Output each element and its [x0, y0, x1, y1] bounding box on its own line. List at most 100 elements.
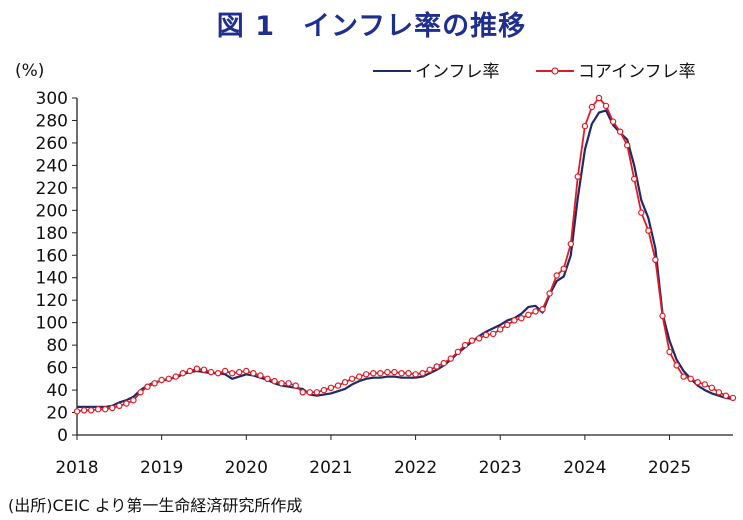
series-point-1 [172, 373, 179, 380]
y-tick-label: 80 [46, 336, 68, 356]
series-point-1 [666, 348, 673, 356]
series-point-1 [722, 392, 730, 399]
series-point-1 [214, 370, 222, 377]
series-point-1 [94, 406, 102, 413]
x-tick-label: 2019 [140, 458, 183, 478]
x-tick-label: 2023 [479, 458, 522, 478]
series-point-1 [299, 389, 306, 396]
series-point-1 [602, 102, 610, 110]
series-point-1 [497, 326, 504, 333]
series-point-1 [659, 312, 666, 320]
legend-marker-1 [551, 67, 559, 75]
x-tick-label: 2022 [394, 458, 437, 478]
series-point-1 [433, 363, 440, 370]
series-point-1 [271, 377, 278, 385]
series-lines [73, 94, 737, 415]
series-point-1 [553, 272, 560, 279]
series-point-1 [447, 355, 454, 362]
series-point-1 [313, 389, 320, 396]
series-point-1 [235, 368, 243, 376]
y-axis-unit-label: (%) [15, 61, 45, 81]
series-point-1 [482, 331, 490, 339]
series-point-1 [475, 335, 483, 342]
series-point-1 [673, 362, 680, 369]
series-point-1 [715, 389, 723, 396]
series-point-1 [419, 370, 426, 377]
x-tick-label: 2020 [225, 458, 268, 478]
y-tick-label: 0 [57, 426, 68, 446]
series-point-1 [264, 375, 271, 382]
series-point-1 [306, 389, 313, 396]
series-point-1 [694, 379, 701, 386]
series-point-1 [532, 308, 539, 315]
y-tick-label: 240 [36, 156, 68, 176]
series-point-1 [292, 382, 299, 389]
series-point-1 [87, 407, 95, 414]
series-point-1 [137, 389, 144, 396]
series-point-1 [687, 375, 694, 382]
series-point-1 [327, 384, 335, 391]
series-point-1 [652, 256, 659, 263]
y-tick-label: 220 [36, 179, 68, 199]
series-point-1 [581, 122, 589, 130]
series-point-1 [151, 380, 158, 387]
series-point-1 [701, 381, 709, 388]
series-line-0 [77, 109, 734, 408]
x-tick-label: 2021 [309, 458, 352, 478]
series-point-1 [616, 128, 624, 135]
series-point-1 [158, 376, 165, 384]
y-tick-label: 120 [36, 291, 68, 311]
series-point-1 [165, 375, 172, 382]
legend: インフレ率 コアインフレ率 [373, 62, 696, 82]
series-point-1 [101, 406, 109, 413]
series-point-1 [539, 306, 546, 313]
series-point-1 [207, 368, 215, 376]
series-point-1 [440, 359, 447, 367]
series-point-1 [348, 375, 356, 382]
series-point-1 [560, 265, 567, 272]
x-tick-labels: 2018 2019 2020 2021 2022 2023 2024 2025 [55, 458, 691, 478]
series-point-1 [200, 366, 208, 373]
series-point-1 [257, 372, 264, 379]
y-tick-label: 100 [36, 314, 68, 334]
series-point-1 [356, 373, 363, 380]
series-point-1 [278, 380, 285, 387]
legend-label-0: インフレ率 [415, 62, 500, 82]
series-point-1 [228, 370, 236, 377]
series-point-1 [708, 384, 716, 391]
series-point-1 [680, 373, 687, 380]
series-point-1 [123, 400, 130, 407]
legend-label-1: コアインフレ率 [578, 62, 696, 82]
series-point-1 [320, 386, 328, 394]
series-point-1 [468, 337, 476, 344]
series-point-1 [609, 118, 617, 125]
series-point-1 [426, 366, 433, 373]
y-tick-label: 280 [36, 111, 68, 131]
series-line-1 [76, 97, 734, 413]
series-point-1 [334, 382, 342, 389]
series-point-1 [109, 404, 116, 412]
series-point-1 [221, 367, 229, 375]
y-tick-label: 300 [36, 89, 68, 109]
series-point-1 [588, 103, 596, 111]
axes [72, 97, 733, 440]
series-point-1 [398, 370, 405, 377]
series-point-1 [511, 317, 518, 324]
series-point-1 [384, 368, 391, 376]
series-point-1 [391, 368, 398, 376]
series-point-1 [454, 348, 462, 356]
series-point-1 [525, 311, 532, 318]
series-point-1 [518, 315, 525, 322]
series-point-1 [567, 240, 575, 248]
x-tick-label: 2024 [563, 458, 606, 478]
series-point-1 [490, 330, 497, 338]
series-point-1 [116, 402, 123, 409]
series-point-1 [595, 94, 603, 102]
series-point-1 [250, 370, 257, 377]
y-tick-label: 40 [46, 381, 68, 401]
series-point-1 [729, 394, 737, 402]
series-point-1 [461, 341, 469, 349]
y-tick-label: 160 [36, 246, 68, 266]
